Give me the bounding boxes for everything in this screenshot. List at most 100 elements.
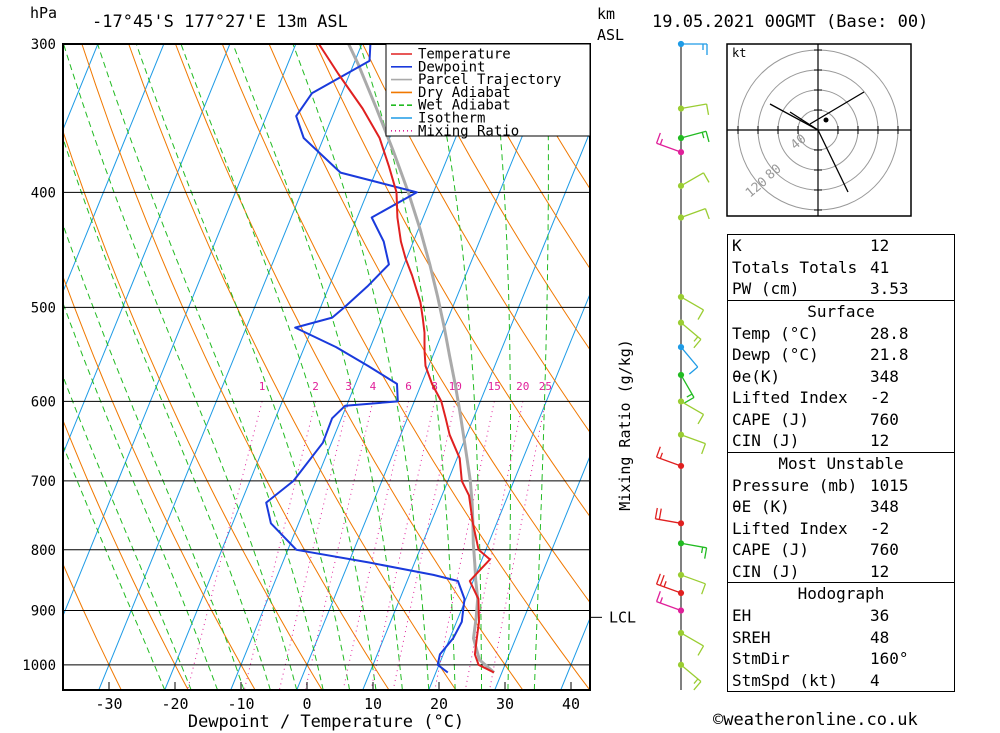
index-value: 21.8 <box>870 345 909 364</box>
mixing-ratio-label: 15 <box>488 380 501 393</box>
index-label: K <box>732 236 742 255</box>
index-row: CAPE (J) 760 <box>728 409 954 431</box>
dry-adiabat-line <box>268 44 590 604</box>
mixing-ratio-line <box>489 401 546 690</box>
x-tick-label: -30 <box>95 695 122 713</box>
legend-label: Mixing Ratio <box>418 123 519 139</box>
mixing-ratio-label: 8 <box>431 380 438 393</box>
wind-barb <box>655 132 685 156</box>
x-tick-label: -10 <box>227 695 254 713</box>
wind-barb <box>677 319 702 349</box>
wind-barb <box>677 343 699 375</box>
temperature-profile <box>318 44 495 674</box>
dry-adiabat-line <box>63 419 189 690</box>
index-label: Totals Totals <box>732 257 858 277</box>
wind-barb <box>655 591 685 614</box>
dry-adiabat-line <box>455 44 590 270</box>
index-label: CIN (J) <box>732 431 800 450</box>
index-label: StmDir <box>732 649 790 668</box>
legend-label: Temperature <box>418 47 511 63</box>
index-row: CIN (J) 12 <box>728 561 954 583</box>
legend-label: Dewpoint <box>418 59 485 75</box>
isotherm-line <box>428 292 590 690</box>
index-label: Pressure (mb) <box>732 475 858 495</box>
index-label: CAPE (J) <box>732 540 810 559</box>
x-tick-label: 30 <box>496 695 514 713</box>
hodograph-trace <box>809 91 865 125</box>
wind-barb <box>654 507 685 527</box>
wet-adiabat-line <box>135 44 351 690</box>
wet-adiabat-line <box>63 44 298 690</box>
mixing-ratio-label: 4 <box>370 380 377 393</box>
wet-adiabat-line <box>427 44 483 690</box>
y-tick-label: 600 <box>31 394 56 410</box>
index-value: 36 <box>870 606 890 625</box>
wet-adiabat-line <box>63 137 271 690</box>
hodograph-trace <box>789 111 819 131</box>
mixing-ratio-line <box>464 401 524 690</box>
dry-adiabat-line <box>362 44 590 434</box>
wind-barb <box>677 629 705 656</box>
mixing-ratio-label: 3 <box>345 380 352 393</box>
index-label: PW (cm) <box>732 279 800 298</box>
isotherm-line <box>230 44 495 690</box>
km-label: km <box>597 5 616 23</box>
mixing-ratio-label: 25 <box>539 380 552 393</box>
index-value: 760 <box>870 540 899 559</box>
index-label: CAPE (J) <box>732 409 810 429</box>
dry-adiabat-line <box>63 275 256 690</box>
index-row: SREH 48 <box>728 627 954 649</box>
index-table: K 12 Totals Totals 41 PW (cm) 3.53 Surface Temp… <box>727 234 955 692</box>
location-title: -17°45'S 177°27'E 13m ASL <box>92 12 348 32</box>
wind-barb <box>677 661 702 691</box>
y-tick-label: 1000 <box>22 658 56 674</box>
mixing-ratio-label: 20 <box>516 380 529 393</box>
x-axis-title: Dewpoint / Temperature (°C) <box>188 712 464 732</box>
index-value: 1015 <box>870 475 909 495</box>
isotherm-line <box>494 454 590 690</box>
plot-frame <box>62 43 591 691</box>
index-label: Lifted Index <box>732 518 848 538</box>
isotherm-line <box>63 44 297 618</box>
wind-barb <box>677 398 705 425</box>
lcl-label: LCL <box>609 608 636 626</box>
wet-adiabat-line <box>63 374 192 690</box>
index-value: -2 <box>870 518 890 538</box>
legend-label: Wet Adiabat <box>418 98 511 114</box>
datetime-title: 19.05.2021 00GMT (Base: 00) <box>652 12 929 32</box>
wind-barb <box>677 172 710 189</box>
wind-barb <box>655 446 685 470</box>
index-value: 12 <box>870 236 890 255</box>
dry-adiabat-line <box>63 562 122 690</box>
wet-adiabat-line <box>490 44 512 690</box>
wind-barb <box>677 40 708 55</box>
isotherm-line <box>362 130 590 690</box>
pressure-unit-label: hPa <box>30 4 58 22</box>
index-value: 160° <box>870 649 909 668</box>
index-row: Lifted Index -2 <box>728 518 954 540</box>
y-tick-label: 900 <box>31 604 56 620</box>
dry-adiabat-line <box>221 44 590 690</box>
index-value: 12 <box>870 561 890 581</box>
hodograph-unit: kt <box>732 46 746 60</box>
index-label: θE (K) <box>732 497 790 516</box>
index-label: Temp (°C) <box>732 323 819 343</box>
mixing-ratio-line <box>243 401 317 690</box>
index-row: θE (K) 348 <box>728 496 954 518</box>
wet-adiabat-line <box>63 443 166 690</box>
wind-barb <box>677 130 710 143</box>
mixing-ratio-label: 6 <box>405 380 412 393</box>
wind-barb <box>655 573 685 597</box>
wet-adiabat-line <box>232 44 403 690</box>
y-tick-label: 800 <box>31 543 56 559</box>
legend-box <box>385 43 591 137</box>
x-tick-label: 40 <box>562 695 580 713</box>
wind-barb <box>677 103 710 115</box>
index-value: 41 <box>870 257 890 277</box>
index-row: Totals Totals 41 <box>728 257 954 279</box>
legend-label: Isotherm <box>418 111 485 127</box>
wet-adiabat-line <box>63 223 245 690</box>
wet-adiabat-line <box>97 44 324 690</box>
hodograph-trace <box>817 129 849 193</box>
